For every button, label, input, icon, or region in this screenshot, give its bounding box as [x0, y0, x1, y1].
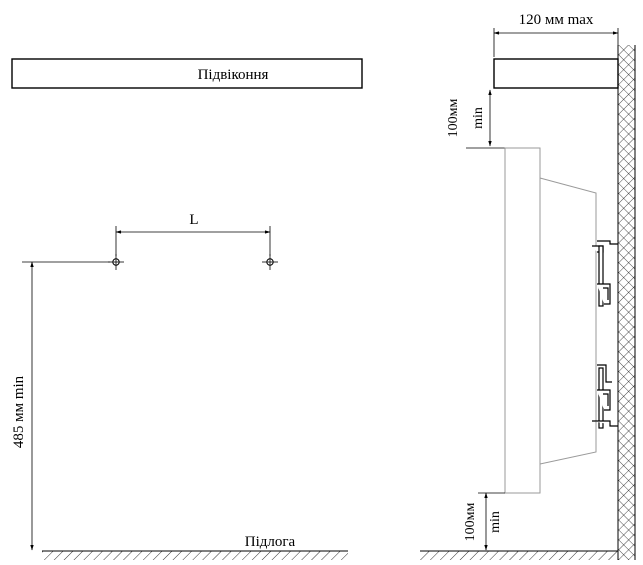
- top-gap-value: 100мм: [446, 99, 461, 138]
- top-gap-min: min: [471, 107, 486, 129]
- bottom-gap-min: min: [488, 511, 503, 533]
- bracket-upper: [592, 240, 618, 307]
- floor-left: Підлога: [42, 534, 348, 560]
- windowsill-label: Підвіконня: [198, 67, 269, 83]
- top-gap-dimension: 100мм min: [446, 89, 540, 149]
- depth-dimension: 120 мм max: [493, 12, 619, 57]
- floor-right: [420, 550, 618, 560]
- side-view: 120 мм max 100мм min: [420, 12, 636, 560]
- radiator: [504, 147, 597, 494]
- mounting-hole-left: [108, 254, 124, 270]
- floor-label: Підлога: [245, 534, 296, 550]
- windowsill-side: [493, 58, 619, 89]
- windowsill-board: [11, 58, 363, 89]
- hole-distance-dimension: L: [115, 212, 271, 256]
- front-view: Підвіконня L 485 мм min: [11, 58, 363, 560]
- bracket-lower: [592, 364, 618, 429]
- bottom-gap-dimension: 100мм min: [463, 492, 505, 551]
- distance-label: L: [189, 212, 198, 228]
- mounting-hole-right: [262, 254, 278, 270]
- depth-label: 120 мм max: [519, 12, 594, 28]
- height-label: 485 мм min: [11, 375, 27, 448]
- bottom-gap-value: 100мм: [463, 503, 478, 542]
- wall: [617, 45, 636, 560]
- height-dimension: 485 мм min: [11, 261, 110, 551]
